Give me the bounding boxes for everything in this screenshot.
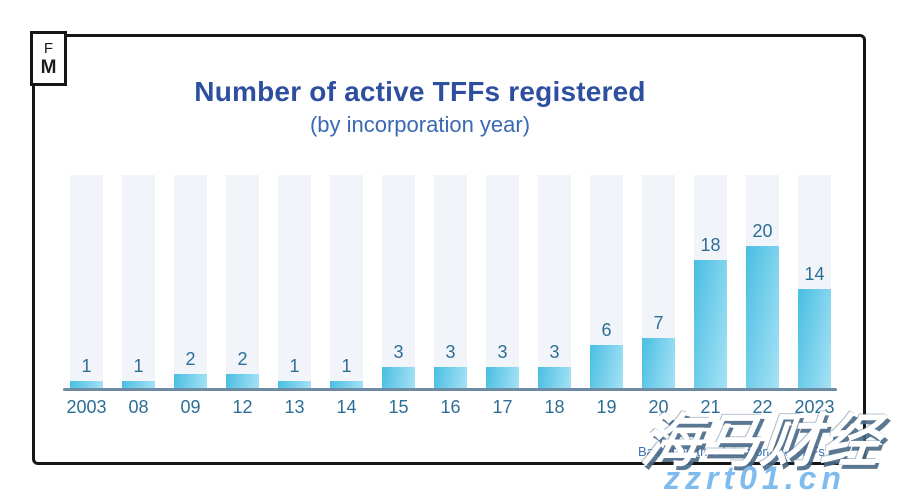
bar-value-label: 6 — [601, 320, 612, 341]
x-tick-label: 17 — [492, 397, 513, 417]
bar: 3 — [486, 342, 519, 388]
bar: 18 — [694, 235, 727, 388]
x-tick-label: 2023 — [794, 397, 835, 417]
chart-column: 1 — [278, 175, 311, 388]
bar-value-label: 3 — [497, 341, 508, 362]
bar-value-label: 20 — [752, 221, 773, 241]
bar-value-label: 1 — [341, 355, 352, 376]
bar: 2 — [174, 349, 207, 388]
chart-column: 3 — [382, 175, 415, 388]
bar-value-label: 1 — [289, 355, 300, 376]
bar: 1 — [70, 356, 103, 388]
x-tick-label: 16 — [440, 397, 461, 417]
bar: 3 — [382, 342, 415, 388]
bar-value-label: 2 — [185, 348, 196, 369]
chart-column: 1 — [70, 175, 103, 388]
x-tick-label: 20 — [648, 397, 669, 417]
x-tick-label: 15 — [388, 397, 409, 417]
x-tick-label: 19 — [596, 397, 617, 417]
bar: 2 — [226, 349, 259, 388]
chart-column: 20 — [746, 175, 779, 388]
logo-letter-m: M — [40, 56, 57, 78]
bar-value-label: 3 — [445, 341, 456, 362]
bar: 20 — [746, 221, 779, 388]
bar-value-label: 18 — [700, 235, 721, 256]
fm-logo: F M — [30, 31, 67, 86]
bar: 1 — [122, 356, 155, 388]
x-axis-labels: 2003 08 09 12 13 14 15 16 17 18 19 20 21 22 2023 — [66, 397, 835, 418]
bar-value-label: 3 — [393, 341, 404, 362]
chart-column: 7 — [642, 175, 675, 388]
watermark-url-text: zzrt01.cn — [664, 460, 846, 496]
chart-column: 2 — [174, 175, 207, 388]
chart-column: 14 — [798, 175, 831, 388]
bar: 14 — [798, 264, 831, 388]
x-tick-label: 2003 — [66, 397, 107, 417]
x-tick-label: 08 — [128, 397, 149, 417]
chart-column: 1 — [122, 175, 155, 388]
bar: 7 — [642, 313, 675, 388]
x-axis-line — [63, 388, 837, 391]
chart-column: 18 — [694, 175, 727, 388]
chart-column: 3 — [538, 175, 571, 388]
bar-value-label: 3 — [549, 341, 560, 362]
chart-header: Number of active TFFs registered (by inc… — [0, 76, 840, 138]
chart-title: Number of active TFFs registered — [194, 76, 646, 107]
bar-value-label: 1 — [133, 355, 144, 376]
x-tick-label: 14 — [336, 397, 357, 417]
chart-column: 6 — [590, 175, 623, 388]
bar-value-label: 14 — [804, 263, 825, 284]
logo-letter-f: F — [43, 39, 54, 57]
bar: 3 — [538, 342, 571, 388]
bar: 6 — [590, 320, 623, 388]
x-tick-label: 13 — [284, 397, 305, 417]
bar-value-label: 7 — [653, 313, 664, 334]
bar: 1 — [330, 356, 363, 388]
x-tick-label: 18 — [544, 397, 565, 417]
chart-columns: 1 1 2 2 1 1 3 3 3 3 6 7 18 20 14 — [70, 175, 831, 388]
x-tick-label: 12 — [232, 397, 253, 417]
x-tick-label: 21 — [700, 397, 721, 417]
chart-column: 1 — [330, 175, 363, 388]
border-frame — [32, 34, 866, 465]
chart-subtitle: (by incorporation year) — [309, 112, 531, 137]
bar: 1 — [278, 356, 311, 388]
chart-column: 3 — [486, 175, 519, 388]
bar-value-label: 1 — [81, 355, 92, 376]
source-footnote: Based on the data from 84 TFFs — [638, 444, 825, 459]
x-tick-label: 22 — [752, 397, 773, 417]
bar-value-label: 2 — [237, 348, 248, 369]
chart-column: 2 — [226, 175, 259, 388]
chart-column: 3 — [434, 175, 467, 388]
bar: 3 — [434, 342, 467, 388]
x-tick-label: 09 — [180, 397, 201, 417]
